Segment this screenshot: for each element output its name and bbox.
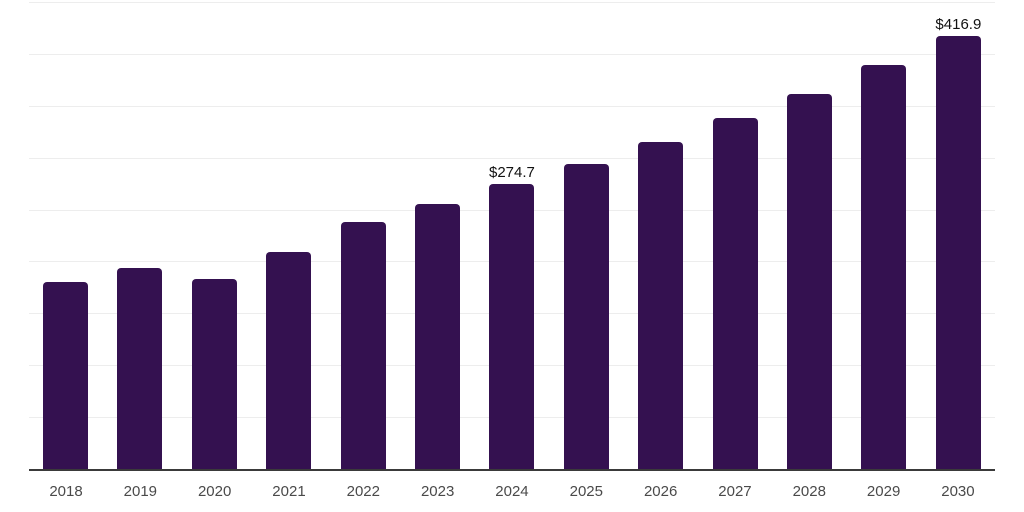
bar-2027 (712, 118, 758, 469)
bar-2021 (266, 252, 312, 469)
gridline-300 (29, 157, 995, 159)
x-tick-label-2029: 2029 (866, 483, 901, 500)
x-tick-label-2023: 2023 (420, 483, 455, 500)
x-tick-label-2022: 2022 (346, 483, 380, 500)
bar-value-label-2024: $274.7 (488, 163, 535, 181)
x-tick-label-2028: 2028 (792, 483, 826, 500)
gridline-400 (29, 53, 995, 55)
x-tick-label-2027: 2027 (718, 483, 752, 500)
x-tick-label-2025: 2025 (569, 483, 603, 500)
bar-2029 (861, 65, 907, 469)
x-tick-label-2019: 2019 (123, 483, 158, 500)
x-tick-label-2020: 2020 (197, 483, 232, 500)
gridline-450 (29, 2, 995, 3)
x-tick-label-2030: 2030 (941, 483, 975, 500)
bar-2024: $274.7 (489, 165, 535, 469)
bar-2019 (117, 267, 163, 469)
bar-2023 (415, 203, 461, 469)
plot-area: $274.7 $416.9 (29, 2, 995, 471)
bar-2022 (340, 221, 386, 469)
x-tick-label-2026: 2026 (643, 483, 678, 500)
x-tick-label-2024: 2024 (495, 483, 529, 500)
bar-2030: $416.9 (935, 17, 981, 469)
x-tick-label-2021: 2021 (272, 483, 306, 500)
gridline-350 (29, 105, 995, 107)
x-axis: 2018 2019 2020 2021 2022 2023 2024 2025 2026 2027… (29, 483, 995, 501)
x-tick-label-2018: 2018 (49, 483, 83, 500)
bar-2025 (563, 163, 609, 469)
bar-series: $274.7 $416.9 (29, 2, 995, 469)
bar-2020 (191, 279, 237, 469)
bar-2028 (787, 93, 833, 469)
bar-2026 (638, 142, 684, 469)
bar-2018 (43, 282, 88, 469)
bar-value-label-2030: $416.9 (935, 16, 982, 34)
